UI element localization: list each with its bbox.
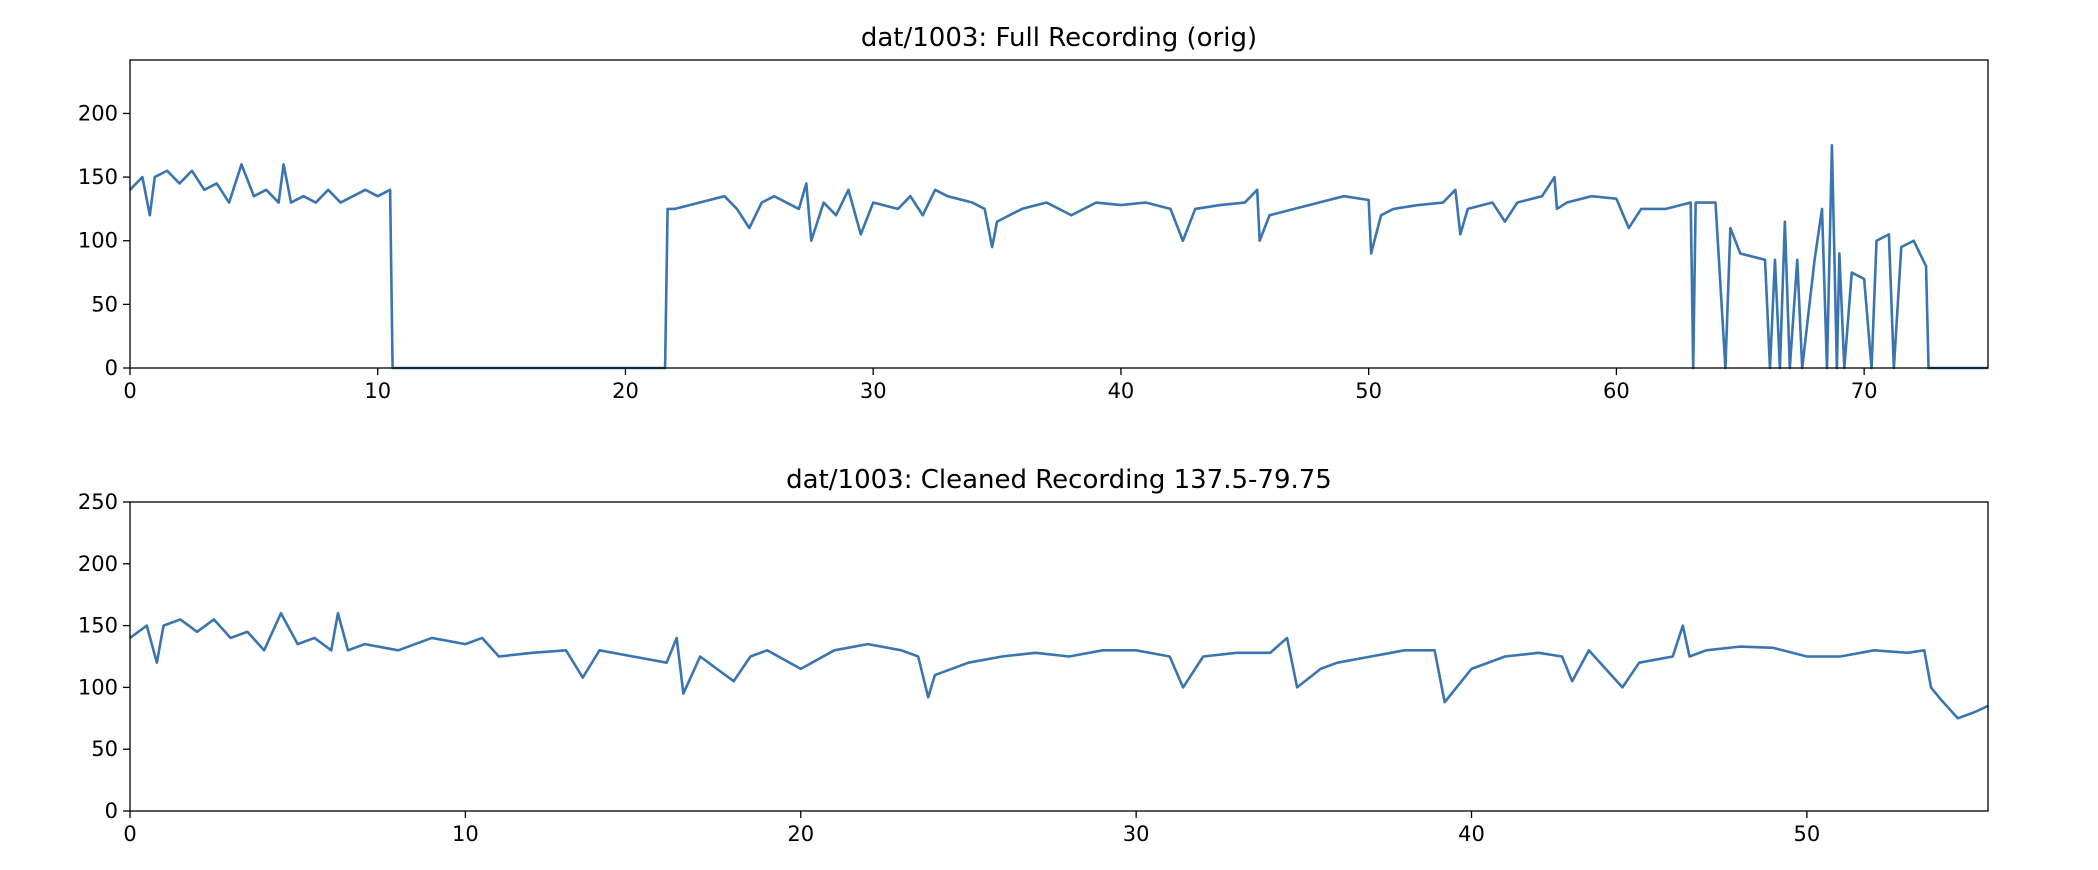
x-tick-label: 30: [860, 379, 887, 403]
data-line: [129, 611, 1989, 720]
x-tick-label: 10: [364, 379, 391, 403]
data-line: [129, 143, 1988, 370]
x-tick-label: 40: [1458, 822, 1485, 846]
y-tick-label: 200: [78, 101, 118, 125]
x-tick-label: 10: [452, 822, 479, 846]
y-tick-label: 150: [78, 614, 118, 638]
y-tick-label: 0: [105, 356, 118, 380]
y-tick-label: 50: [91, 737, 118, 761]
y-tick-label: 200: [78, 552, 118, 576]
x-tick-label: 60: [1603, 379, 1630, 403]
x-tick-label: 50: [1355, 379, 1382, 403]
y-tick-label: 100: [78, 229, 118, 253]
x-tick-label: 20: [612, 379, 639, 403]
x-tick-label: 70: [1851, 379, 1878, 403]
y-tick-label: 0: [105, 799, 118, 823]
y-tick-label: 50: [91, 292, 118, 316]
axes-frame: [129, 59, 1989, 369]
y-tick-label: 150: [78, 165, 118, 189]
y-tick-label: 250: [78, 490, 118, 514]
axes-frame: [129, 501, 1989, 812]
x-tick-label: 30: [1123, 822, 1150, 846]
y-tick-label: 100: [78, 675, 118, 699]
x-tick-label: 40: [1108, 379, 1135, 403]
x-tick-label: 50: [1794, 822, 1821, 846]
chart-title: dat/1003: Cleaned Recording 137.5-79.75: [786, 465, 1332, 495]
chart-title: dat/1003: Full Recording (orig): [861, 23, 1257, 53]
x-tick-label: 20: [787, 822, 814, 846]
x-tick-label: 0: [123, 379, 136, 403]
x-tick-label: 0: [123, 822, 136, 846]
